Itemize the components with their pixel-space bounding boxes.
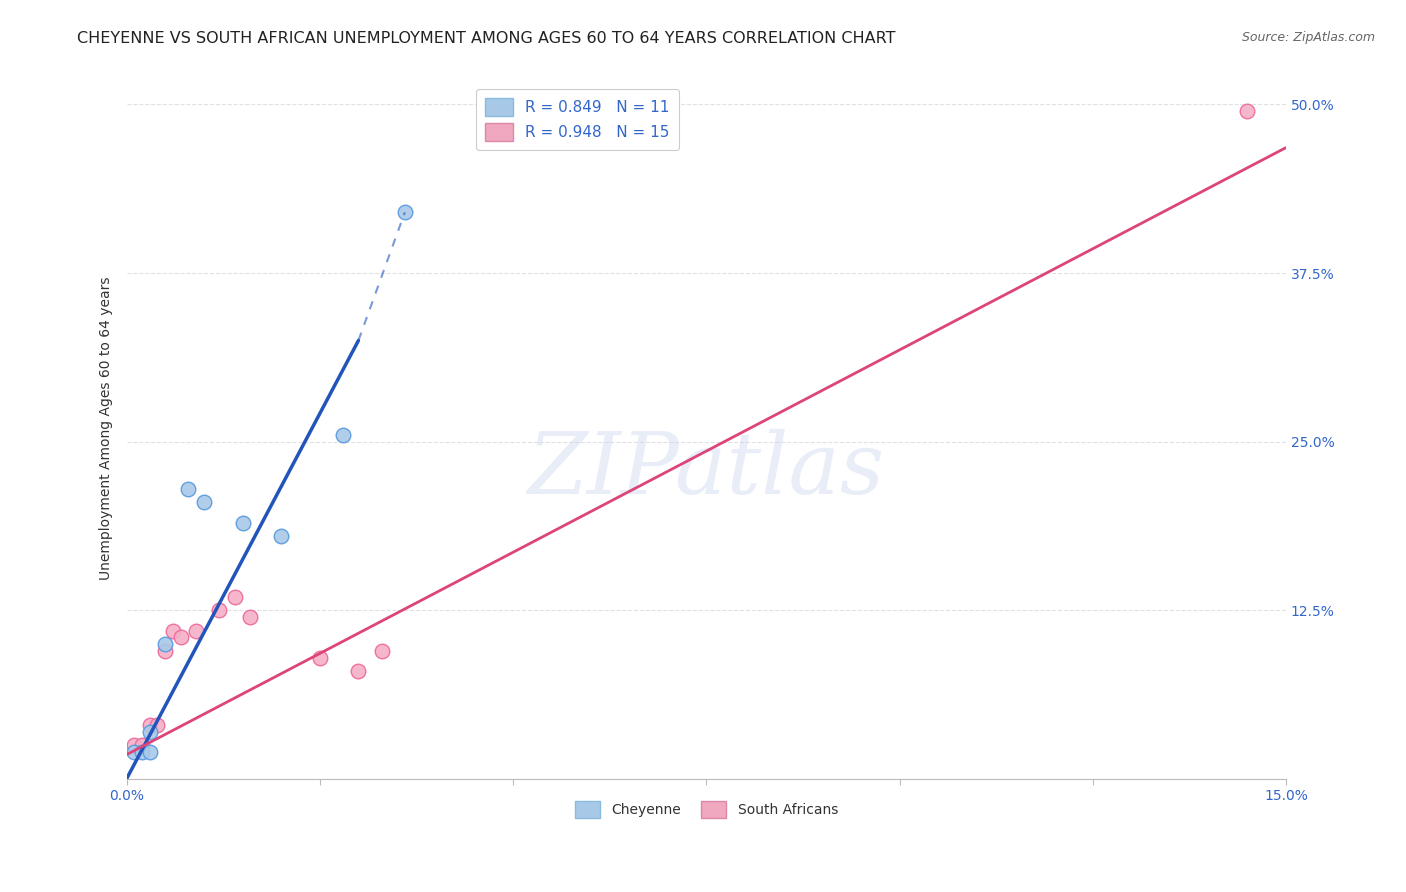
Point	[131, 745, 153, 759]
Point	[270, 529, 292, 543]
Point	[139, 745, 162, 759]
Point	[146, 718, 169, 732]
Point	[347, 664, 370, 678]
Point	[153, 637, 176, 651]
Point	[153, 644, 176, 658]
Point	[231, 516, 253, 530]
Point	[124, 738, 146, 752]
Y-axis label: Unemployment Among Ages 60 to 64 years: Unemployment Among Ages 60 to 64 years	[100, 277, 114, 580]
Point	[208, 603, 231, 617]
Point	[332, 428, 354, 442]
Point	[1236, 104, 1258, 119]
Point	[193, 495, 215, 509]
Point	[162, 624, 184, 638]
Point	[139, 724, 162, 739]
Point	[131, 738, 153, 752]
Point	[184, 624, 207, 638]
Point	[169, 630, 191, 644]
Point	[124, 745, 146, 759]
Legend: Cheyenne, South Africans: Cheyenne, South Africans	[568, 794, 845, 824]
Point	[224, 590, 246, 604]
Point	[139, 718, 162, 732]
Text: Source: ZipAtlas.com: Source: ZipAtlas.com	[1241, 31, 1375, 45]
Point	[239, 610, 262, 624]
Text: CHEYENNE VS SOUTH AFRICAN UNEMPLOYMENT AMONG AGES 60 TO 64 YEARS CORRELATION CHA: CHEYENNE VS SOUTH AFRICAN UNEMPLOYMENT A…	[77, 31, 896, 46]
Text: ZIPatlas: ZIPatlas	[527, 429, 884, 512]
Point	[308, 650, 330, 665]
Point	[177, 482, 200, 496]
Point	[394, 205, 416, 219]
Point	[370, 644, 392, 658]
